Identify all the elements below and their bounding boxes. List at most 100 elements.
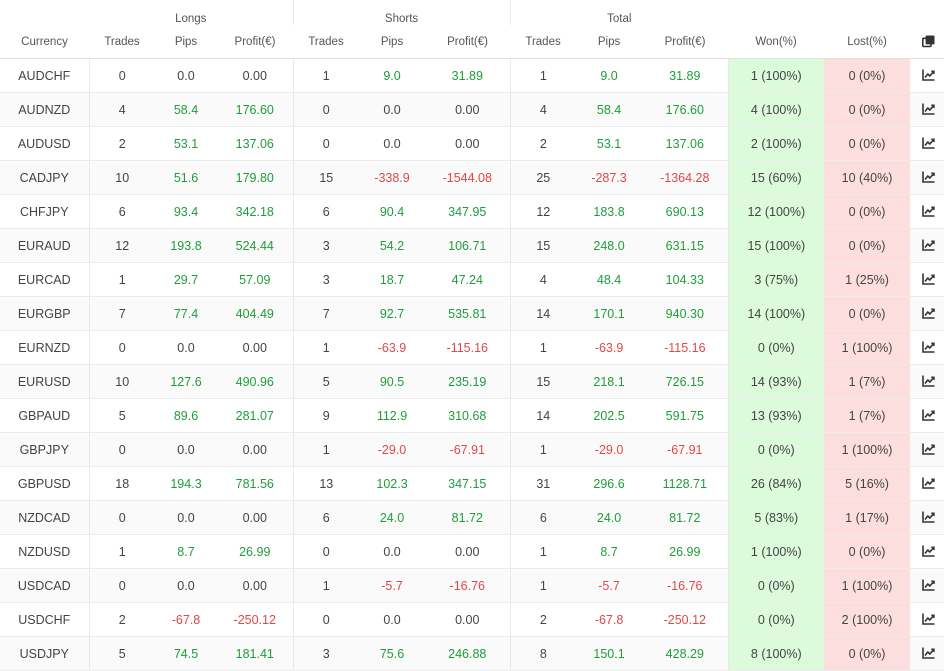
chart-line-icon[interactable] [922,273,936,287]
longs-pips-cell: 51.6 [155,160,217,195]
chart-line-icon[interactable] [922,69,936,83]
row-chart-button[interactable] [910,194,944,229]
copy-icon[interactable] [922,35,936,49]
longs-pips-cell: -67.8 [155,602,217,637]
longs-profit-cell: 342.18 [217,194,294,229]
row-chart-button[interactable] [910,228,944,263]
chart-line-icon[interactable] [922,511,936,525]
chart-line-icon[interactable] [922,341,936,355]
chart-line-icon[interactable] [922,443,936,457]
total-profit-cell: 104.33 [642,262,729,297]
shorts-trades-cell: 0 [293,126,360,161]
col-shorts-pips[interactable]: Pips [359,25,426,59]
lost-cell: 1 (25%) [824,262,911,297]
row-chart-button[interactable] [910,636,944,671]
col-longs-pips[interactable]: Pips [155,25,217,59]
longs-profit-cell: -250.12 [217,602,294,637]
total-trades-cell: 1 [510,432,577,467]
shorts-trades-cell: 1 [293,432,360,467]
col-lost[interactable]: Lost(%) [824,25,911,59]
col-shorts-profit[interactable]: Profit(€) [425,25,511,59]
col-currency[interactable]: Currency [0,25,89,59]
col-total-pips[interactable]: Pips [576,25,643,59]
won-cell: 12 (100%) [728,194,825,229]
col-longs-profit[interactable]: Profit(€) [217,25,294,59]
lost-cell: 10 (40%) [824,160,911,195]
chart-line-icon[interactable] [922,375,936,389]
chart-line-icon[interactable] [922,409,936,423]
shorts-trades-cell: 1 [293,58,360,93]
row-chart-button[interactable] [910,296,944,331]
copy-table-button[interactable] [910,25,944,59]
row-chart-button[interactable] [910,466,944,501]
total-pips-cell: 296.6 [576,466,643,501]
longs-profit-cell: 524.44 [217,228,294,263]
row-chart-button[interactable] [910,534,944,569]
won-cell: 13 (93%) [728,398,825,433]
shorts-trades-cell: 5 [293,364,360,399]
shorts-trades-cell: 1 [293,568,360,603]
total-pips-cell: -63.9 [576,330,643,365]
chart-line-icon[interactable] [922,647,936,661]
shorts-profit-cell: 310.68 [425,398,511,433]
total-pips-cell: 8.7 [576,534,643,569]
col-longs-trades[interactable]: Trades [89,25,155,59]
longs-pips-cell: 93.4 [155,194,217,229]
total-pips-cell: -5.7 [576,568,643,603]
col-total-profit[interactable]: Profit(€) [642,25,729,59]
lost-cell: 1 (7%) [824,364,911,399]
shorts-trades-cell: 0 [293,602,360,637]
table-row: AUDNZD 4 58.4 176.60 0 0.0 0.00 4 58.4 1… [0,92,944,127]
longs-pips-cell: 193.8 [155,228,217,263]
lost-cell: 0 (0%) [824,92,911,127]
shorts-pips-cell: 102.3 [359,466,426,501]
currency-cell: AUDUSD [0,126,90,161]
row-chart-button[interactable] [910,364,944,399]
row-chart-button[interactable] [910,126,944,161]
longs-pips-cell: 89.6 [155,398,217,433]
col-shorts-trades[interactable]: Trades [293,25,360,59]
won-cell: 0 (0%) [728,602,825,637]
shorts-trades-cell: 15 [293,160,360,195]
shorts-trades-cell: 0 [293,92,360,127]
chart-line-icon[interactable] [922,171,936,185]
total-pips-cell: 202.5 [576,398,643,433]
chart-line-icon[interactable] [922,545,936,559]
currency-cell: EURGBP [0,296,90,331]
row-chart-button[interactable] [910,330,944,365]
longs-trades-cell: 10 [89,160,155,195]
chart-line-icon[interactable] [922,103,936,117]
chart-line-icon[interactable] [922,205,936,219]
col-total-trades[interactable]: Trades [510,25,577,59]
col-won[interactable]: Won(%) [728,25,825,59]
chart-line-icon[interactable] [922,239,936,253]
shorts-pips-cell: 112.9 [359,398,426,433]
won-cell: 15 (100%) [728,228,825,263]
table-row: EURNZD 0 0.0 0.00 1 -63.9 -115.16 1 -63.… [0,330,944,365]
row-chart-button[interactable] [910,568,944,603]
currency-cell: NZDUSD [0,534,90,569]
total-trades-cell: 4 [510,262,577,297]
row-chart-button[interactable] [910,398,944,433]
total-profit-cell: -67.91 [642,432,729,467]
row-chart-button[interactable] [910,432,944,467]
total-trades-cell: 2 [510,126,577,161]
row-chart-button[interactable] [910,92,944,127]
table-row: GBPAUD 5 89.6 281.07 9 112.9 310.68 14 2… [0,398,944,433]
row-chart-button[interactable] [910,602,944,637]
total-trades-cell: 15 [510,364,577,399]
shorts-profit-cell: 0.00 [425,534,511,569]
row-chart-button[interactable] [910,160,944,195]
chart-line-icon[interactable] [922,613,936,627]
total-trades-cell: 12 [510,194,577,229]
won-cell: 4 (100%) [728,92,825,127]
row-chart-button[interactable] [910,500,944,535]
chart-line-icon[interactable] [922,137,936,151]
row-chart-button[interactable] [910,262,944,297]
shorts-trades-cell: 3 [293,262,360,297]
row-chart-button[interactable] [910,58,944,93]
chart-line-icon[interactable] [922,477,936,491]
chart-line-icon[interactable] [922,579,936,593]
longs-pips-cell: 127.6 [155,364,217,399]
chart-line-icon[interactable] [922,307,936,321]
